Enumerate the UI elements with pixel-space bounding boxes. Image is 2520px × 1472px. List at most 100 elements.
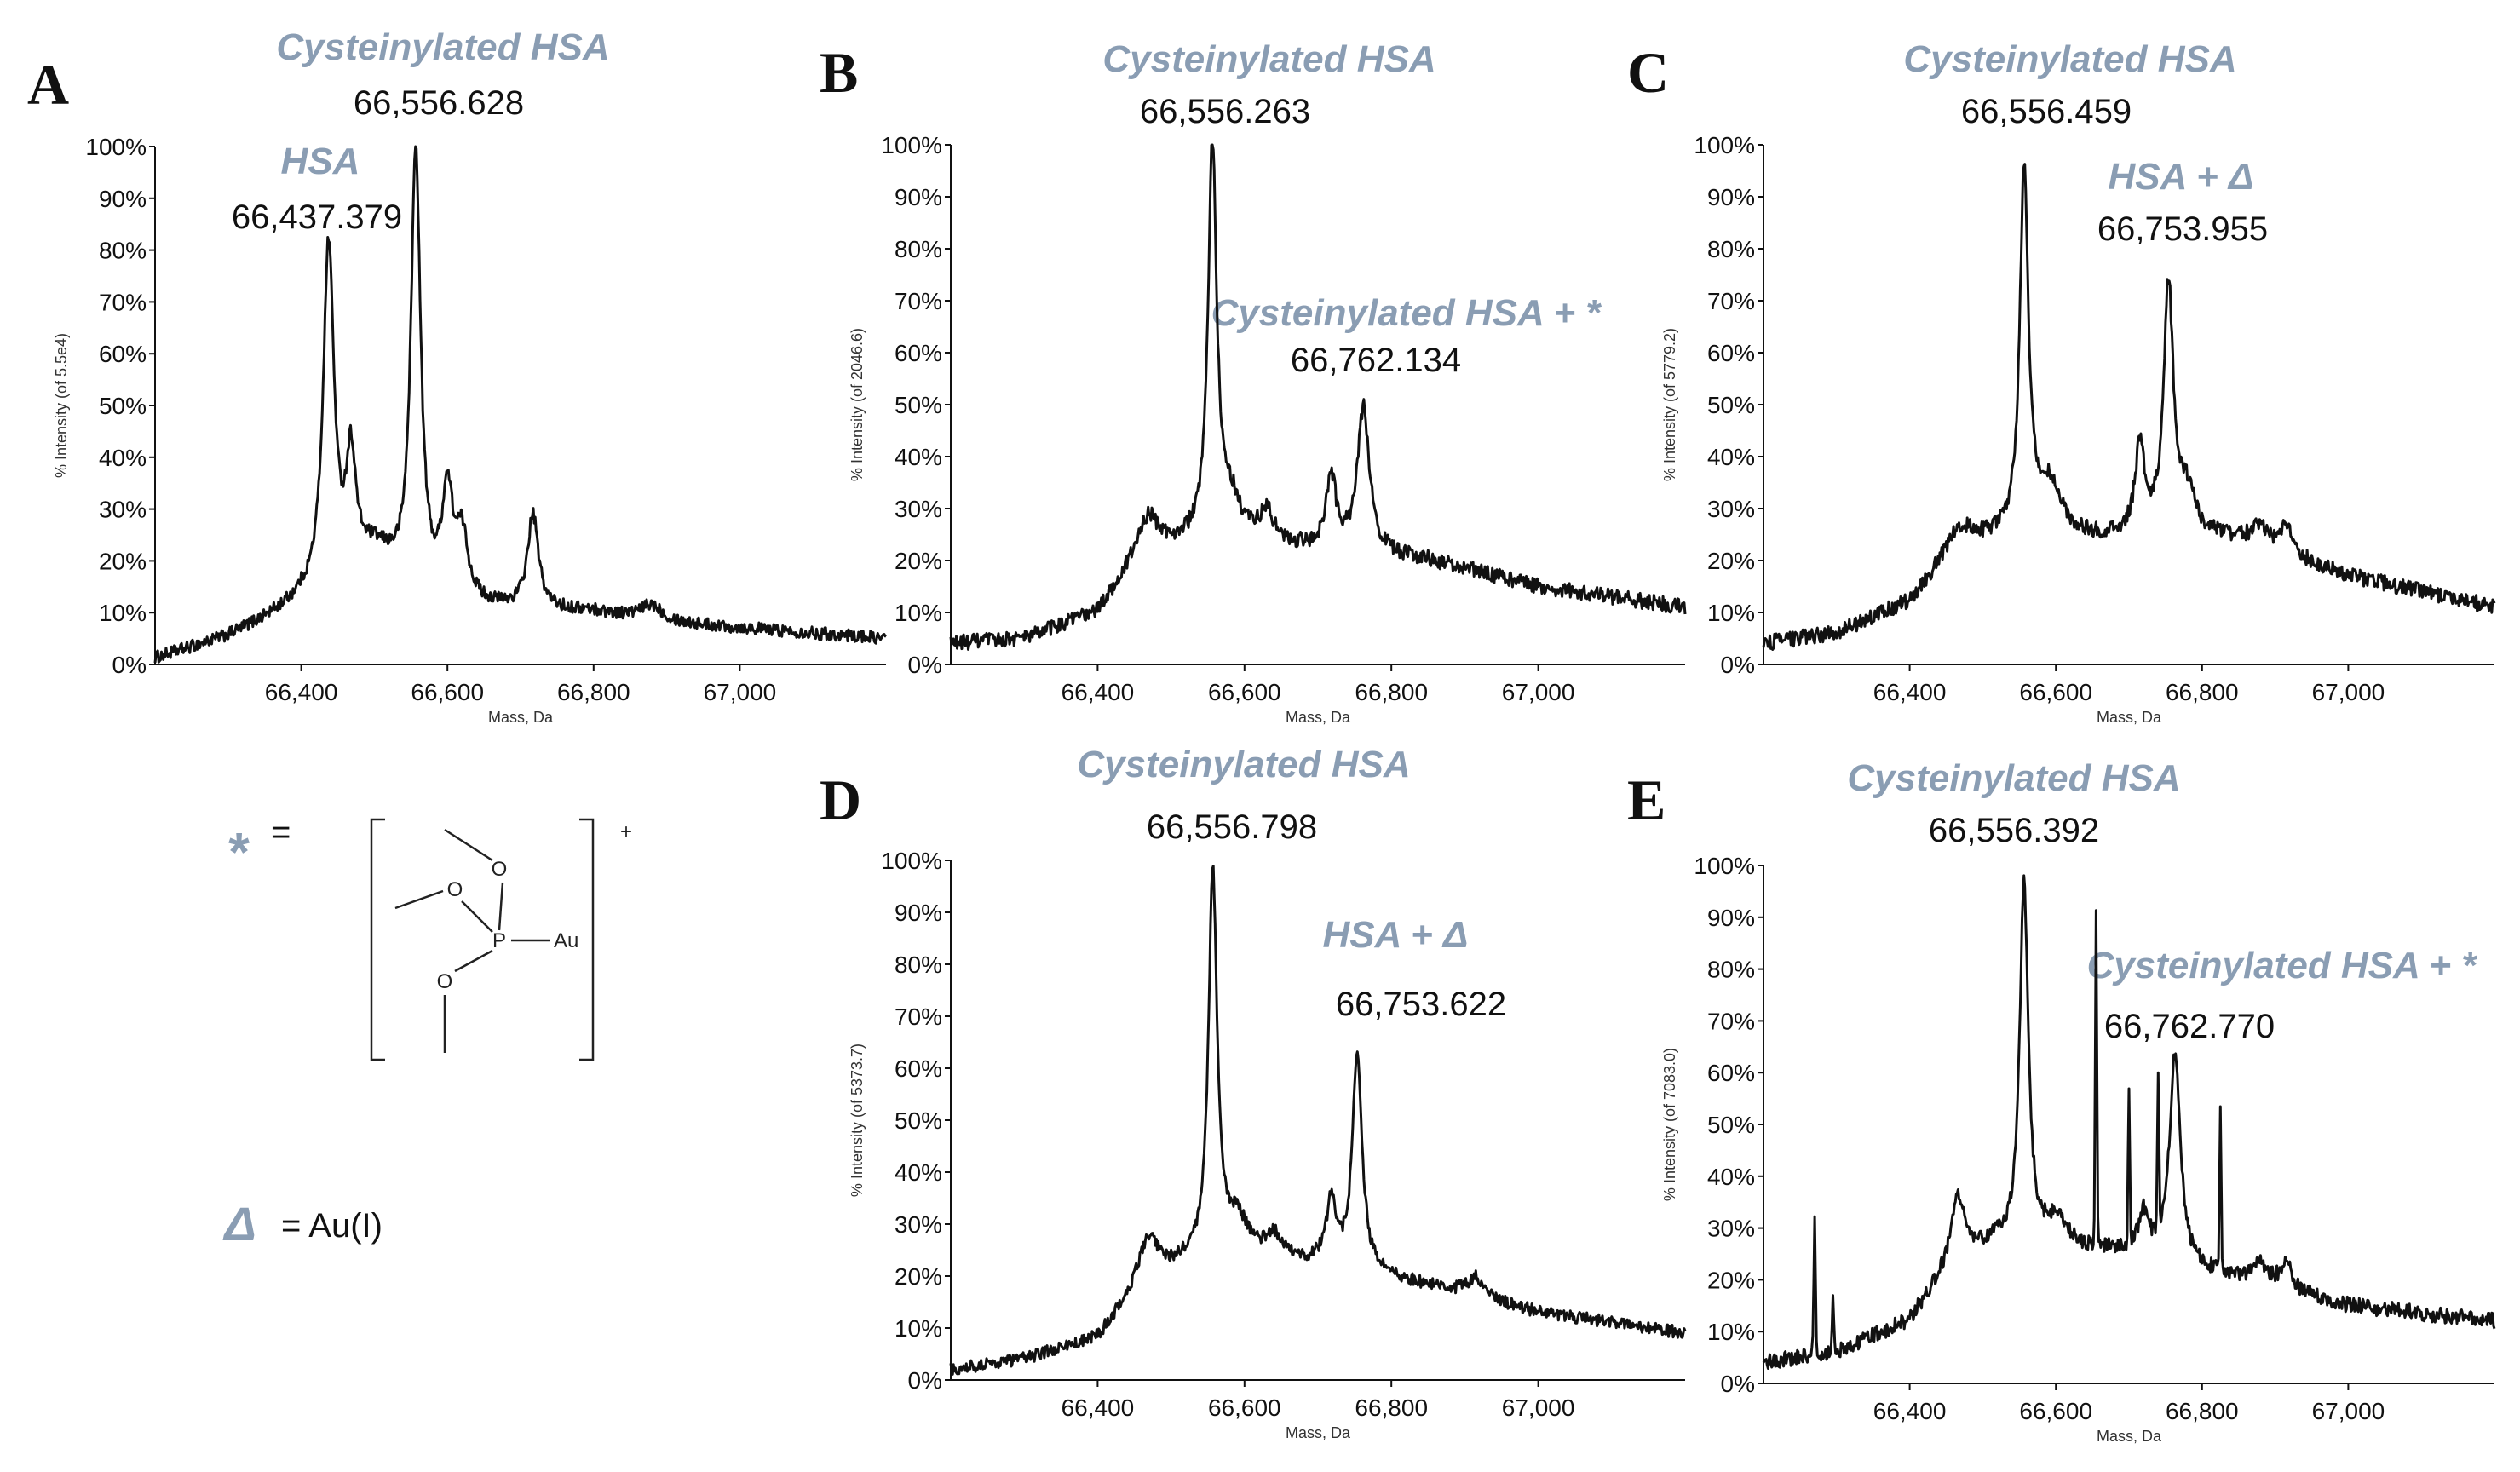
panel-d-y-tick-label: 70%: [895, 1003, 942, 1030]
panel-b-x-tick-label: 67,000: [1502, 679, 1575, 705]
legend-star-symbol: *: [227, 821, 250, 883]
panel-b-y-axis-title: % Intensity (of 2046.6): [849, 328, 866, 481]
panel-e-y-tick-label: 90%: [1707, 905, 1755, 931]
panel-e-x-tick-label: 67,000: [2312, 1398, 2385, 1424]
panel-a-y-tick-label: 70%: [99, 289, 147, 315]
legend-delta-definition: = Au(I): [281, 1207, 383, 1245]
panel-d-spectrum-trace: [949, 865, 1687, 1376]
panel-b-x-tick-label: 66,600: [1208, 679, 1281, 705]
panel-d: D Cysteinylated HSA 66,556.798 HSA + Δ 6…: [820, 744, 1687, 1441]
panel-e-annotation-1-mass: 66,556.392: [1929, 812, 2099, 849]
panel-d-y-tick-label: 30%: [895, 1211, 942, 1238]
structure-charge: +: [620, 820, 632, 843]
bond-o1-p: [498, 882, 504, 931]
atom-oxygen-1: O: [492, 858, 508, 881]
panel-a-y-axis-title: % Intensity (of 5.5e4): [53, 333, 70, 478]
panel-d-x-tick-label: 67,000: [1502, 1394, 1575, 1421]
panel-e-annotation-2-label: Cysteinylated HSA + *: [2087, 945, 2478, 986]
panel-a-spectrum-trace: [153, 145, 887, 664]
structure-right-bracket: [579, 818, 595, 1061]
panel-d-y-tick-label: 20%: [895, 1263, 942, 1290]
panel-b-y-tick-label: 50%: [895, 392, 942, 418]
panel-b-y-tick-label: 60%: [895, 340, 942, 366]
panel-d-annotation-2-label: HSA + Δ: [1323, 914, 1469, 956]
panel-a-annotation-2-mass: 66,437.379: [232, 198, 402, 236]
panel-e-y-tick-label: 80%: [1707, 957, 1755, 983]
panel-d-annotation-2-mass: 66,753.622: [1336, 986, 1506, 1023]
panel-b-annotation-2-label: Cysteinylated HSA + *: [1211, 292, 1602, 334]
panel-d-y-tick-label: 50%: [895, 1107, 942, 1134]
panel-b-y-tick-label: 40%: [895, 444, 942, 470]
panel-d-annotation-1-label: Cysteinylated HSA: [1077, 744, 1410, 785]
panel-d-plot: 0% 10% 20% 30% 40% 50% 60% 70% 80% 90% 100% 66,400 6…: [849, 848, 1687, 1441]
panel-c-x-tick-label: 67,000: [2312, 679, 2385, 705]
panel-b-annotation-1-label: Cysteinylated HSA: [1102, 38, 1435, 80]
bond-methyl-1: [444, 828, 493, 862]
panel-e-y-tick-label: 30%: [1707, 1216, 1755, 1242]
panel-a-y-tick-label: 60%: [99, 341, 147, 367]
panel-b-annotation-2-mass: 66,762.134: [1291, 342, 1461, 379]
bond-methyl-2: [394, 889, 444, 910]
panel-a-annotation-1-mass: 66,556.628: [354, 84, 524, 122]
panel-e-spectrum-trace: [1762, 874, 2496, 1370]
panel-c-y-tick-label: 60%: [1707, 340, 1755, 366]
panel-c-x-tick-label: 66,600: [2019, 679, 2092, 705]
atom-oxygen-3: O: [437, 970, 453, 993]
structure-left-bracket: [370, 818, 385, 1061]
legend-star-equals: =: [271, 814, 291, 851]
panel-b: B Cysteinylated HSA 66,556.263 Cysteinyl…: [820, 38, 1687, 726]
panel-e-plot: 0% 10% 20% 30% 40% 50% 60% 70% 80% 90% 100% 66,400 6…: [1661, 853, 2496, 1445]
panel-c-plot: 0% 10% 20% 30% 40% 50% 60% 70% 80% 90% 100% 66,400 6…: [1661, 132, 2496, 726]
panel-d-y-axis-title: % Intensity (of 5373.7): [849, 1044, 866, 1197]
panel-b-y-tick-label: 80%: [895, 236, 942, 262]
panel-b-y-tick-label: 10%: [895, 600, 942, 626]
panel-b-y-tick-label: 90%: [895, 184, 942, 210]
panel-e-annotation-2-mass: 66,762.770: [2104, 1008, 2275, 1045]
panel-e-y-tick-label: 20%: [1707, 1267, 1755, 1293]
panel-d-y-tick-label: 0%: [908, 1367, 942, 1394]
panel-a-x-tick-label: 67,000: [704, 679, 777, 705]
panel-b-y-tick-label: 0%: [908, 652, 942, 678]
panel-c-y-tick-label: 70%: [1707, 288, 1755, 314]
panel-e-letter: E: [1627, 768, 1666, 832]
panel-b-letter: B: [820, 40, 858, 105]
panel-c-y-tick-label: 0%: [1721, 652, 1755, 678]
bond-o2-p: [461, 900, 493, 933]
panel-c-annotation-2-mass: 66,753.955: [2097, 210, 2268, 248]
panel-c-annotation-1-mass: 66,556.459: [1961, 93, 2132, 130]
panel-c: C Cysteinylated HSA 66,556.459 HSA + Δ 6…: [1627, 38, 2496, 726]
panel-d-y-tick-label: 100%: [881, 848, 942, 874]
panel-c-y-tick-label: 90%: [1707, 184, 1755, 210]
panel-e: E Cysteinylated HSA 66,556.392 Cysteinyl…: [1627, 757, 2496, 1445]
panel-c-spectrum-trace: [1762, 163, 2496, 651]
panel-a-plot: 0% 10% 20% 30% 40% 50% 60% 70% 80% 90% 100% 66,400 6…: [53, 134, 887, 726]
panel-e-y-tick-label: 100%: [1694, 853, 1755, 879]
panel-a-x-tick-label: 66,800: [557, 679, 630, 705]
panel-b-x-tick-label: 66,800: [1355, 679, 1428, 705]
panel-a-annotation-1-label: Cysteinylated HSA: [276, 26, 609, 68]
panel-b-y-tick-label: 30%: [895, 496, 942, 522]
panel-a-y-tick-label: 50%: [99, 393, 147, 419]
panel-b-annotation-1-mass: 66,556.263: [1140, 93, 1310, 130]
panel-b-y-tick-label: 20%: [895, 548, 942, 574]
panel-e-x-tick-label: 66,800: [2166, 1398, 2239, 1424]
panel-c-x-tick-label: 66,400: [1873, 679, 1947, 705]
panel-e-y-axis-title: % Intensity (of 7083.0): [1661, 1048, 1678, 1201]
panel-c-y-tick-label: 100%: [1694, 132, 1755, 158]
panel-c-x-tick-label: 66,800: [2166, 679, 2239, 705]
legend-delta-symbol: Δ: [222, 1197, 256, 1251]
panel-b-plot: 0% 10% 20% 30% 40% 50% 60% 70% 80% 90% 100% 66,400 6…: [849, 132, 1687, 726]
phosphite-gold-structure: + O O P Au O: [370, 818, 632, 1061]
atom-oxygen-2: O: [447, 878, 463, 901]
panel-b-x-axis-title: Mass, Da: [1286, 709, 1351, 726]
panel-d-y-tick-label: 10%: [895, 1315, 942, 1342]
panel-e-annotation-1-label: Cysteinylated HSA: [1847, 757, 2180, 799]
panel-e-y-tick-label: 70%: [1707, 1008, 1755, 1034]
panel-a-x-axis-title: Mass, Da: [488, 709, 554, 726]
panel-a-x-tick-label: 66,600: [411, 679, 484, 705]
bond-p-o3: [454, 949, 493, 973]
panel-d-x-tick-label: 66,400: [1062, 1394, 1135, 1421]
panel-a-y-tick-label: 10%: [99, 600, 147, 626]
panel-a: A Cysteinylated HSA 66,556.628 HSA 66,43…: [27, 26, 887, 726]
panel-d-y-tick-label: 40%: [895, 1159, 942, 1186]
